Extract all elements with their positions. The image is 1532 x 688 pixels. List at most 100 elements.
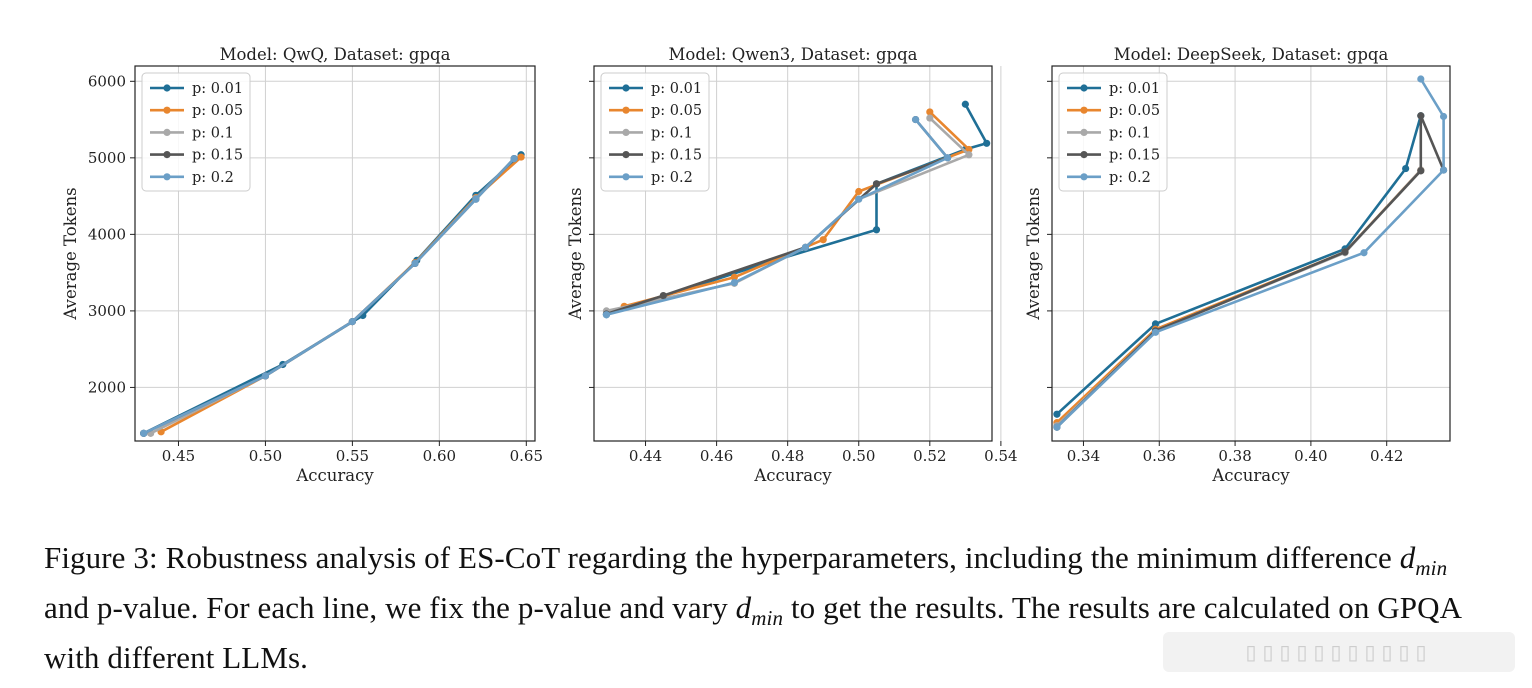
y-axis-label: Average Tokens — [566, 187, 585, 320]
legend: p: 0.01 p: 0.05 p: 0.1 p: 0.15 p: 0.2 — [141, 72, 251, 192]
y-tick-label: 4000 — [88, 225, 126, 243]
series-line-p02 — [1055, 78, 1445, 429]
x-tick-label: 0.36 — [1143, 447, 1176, 465]
x-axis-label: Accuracy — [295, 466, 374, 485]
data-point — [1151, 320, 1160, 328]
x-tick-label: 0.52 — [913, 447, 946, 465]
legend: p: 0.01 p: 0.05 p: 0.1 p: 0.15 p: 0.2 — [600, 72, 710, 192]
data-point — [965, 151, 973, 159]
caption-math-d-2: d — [735, 590, 752, 626]
data-point — [1417, 112, 1425, 120]
y-tick-label: 2000 — [88, 378, 126, 396]
legend-swatch-marker — [622, 128, 630, 136]
data-point — [801, 243, 810, 251]
legend-box — [141, 72, 251, 192]
data-point — [140, 429, 148, 437]
caption-math-sub: min — [1415, 556, 1448, 581]
legend-swatch-marker — [622, 84, 630, 92]
x-tick-label: 0.50 — [249, 447, 282, 465]
series-line-p02 — [143, 157, 516, 435]
data-point — [517, 153, 525, 161]
x-tick-label: 0.54 — [984, 447, 1017, 465]
x-tick-label: 0.55 — [336, 447, 369, 465]
data-point — [961, 100, 969, 108]
y-tick-label: 5000 — [88, 149, 126, 167]
x-tick-label: 0.42 — [1370, 447, 1403, 465]
subplot-deepseek: 0.34 0.36 0.38 0.40 0.42 Model: DeepSeek, Dat… — [1024, 45, 1451, 485]
data-point — [855, 187, 863, 196]
data-point — [1053, 410, 1061, 418]
data-point — [911, 115, 920, 124]
chart-title: Model: DeepSeek, Dataset: gpqa — [1114, 45, 1389, 64]
legend-entry: p: 0.2 — [651, 170, 693, 186]
y-axis-label: Average Tokens — [61, 187, 80, 320]
data-point — [261, 372, 270, 380]
caption-math-d: d — [1399, 540, 1416, 575]
data-point — [943, 154, 952, 162]
data-point — [983, 139, 991, 147]
data-point — [659, 291, 667, 300]
data-point — [1439, 112, 1448, 121]
data-point — [472, 195, 480, 203]
legend-swatch-marker — [163, 151, 171, 159]
x-tick-label: 0.40 — [1294, 447, 1327, 465]
legend-entry: p: 0.05 — [1109, 103, 1160, 119]
legend-entry: p: 0.1 — [651, 125, 693, 141]
subplot-qwq: 0.45 0.50 0.55 0.60 0.65 2000 3000 4000 5000 6000… — [61, 45, 543, 485]
x-tick-label: 0.65 — [510, 447, 543, 465]
legend-swatch-marker — [622, 173, 630, 181]
y-tick-label: 3000 — [88, 302, 126, 320]
legend-swatch-marker — [163, 106, 171, 114]
data-point — [730, 278, 738, 287]
legend-entry: p: 0.15 — [192, 148, 243, 164]
plot-frame — [593, 65, 993, 442]
data-point — [1417, 167, 1425, 175]
data-point — [411, 259, 419, 268]
legend-swatch-marker — [1080, 173, 1088, 181]
series-line-p001 — [143, 153, 522, 435]
legend-swatch-marker — [163, 84, 171, 92]
x-axis-label: Accuracy — [1211, 466, 1290, 485]
data-point — [819, 236, 827, 244]
legend-entry: p: 0.1 — [1109, 125, 1151, 141]
x-tick-label: 0.44 — [629, 447, 662, 465]
data-point — [730, 273, 738, 281]
data-point — [1053, 423, 1061, 431]
legend-swatch-marker — [622, 106, 630, 114]
data-point — [1417, 75, 1425, 83]
watermark-logo: ▯▯▯▯▯▯▯▯▯▯▯ — [1163, 632, 1515, 672]
legend-swatch-marker — [163, 128, 171, 136]
legend-box — [1058, 72, 1168, 192]
data-point — [926, 108, 934, 116]
legend-entry: p: 0.01 — [651, 81, 702, 97]
legend-entry: p: 0.1 — [192, 125, 234, 141]
data-point — [1151, 328, 1160, 336]
legend-swatch-marker — [1080, 84, 1088, 92]
legend-swatch-marker — [622, 151, 630, 159]
data-point — [602, 311, 611, 319]
series-line-p01 — [150, 157, 516, 435]
data-point — [348, 318, 356, 326]
x-axis-label: Accuracy — [753, 466, 832, 485]
series-line-p02 — [606, 118, 949, 316]
data-point — [872, 226, 881, 234]
caption-text-part3: to get the results. The results are calc… — [44, 590, 1461, 676]
legend-swatch-marker — [1080, 151, 1088, 159]
legend-entry: p: 0.05 — [192, 103, 243, 119]
data-point — [926, 114, 934, 122]
data-point — [1402, 164, 1410, 173]
caption-math-sub-2: min — [751, 606, 784, 631]
x-tick-label: 0.38 — [1218, 447, 1251, 465]
x-tick-label: 0.48 — [771, 447, 804, 465]
legend-swatch-marker — [1080, 128, 1088, 136]
series-line-p005 — [160, 156, 522, 433]
legend-swatch-marker — [1080, 106, 1088, 114]
x-tick-label: 0.50 — [842, 447, 875, 465]
plot-frame — [134, 65, 536, 442]
x-tick-label: 0.46 — [700, 447, 733, 465]
data-point — [510, 155, 518, 163]
series-line-p015 — [143, 157, 516, 435]
caption-text-part1: Robustness analysis of ES-CoT regarding … — [165, 540, 1392, 575]
data-point — [1360, 249, 1368, 257]
y-axis-label: Average Tokens — [1024, 187, 1043, 320]
